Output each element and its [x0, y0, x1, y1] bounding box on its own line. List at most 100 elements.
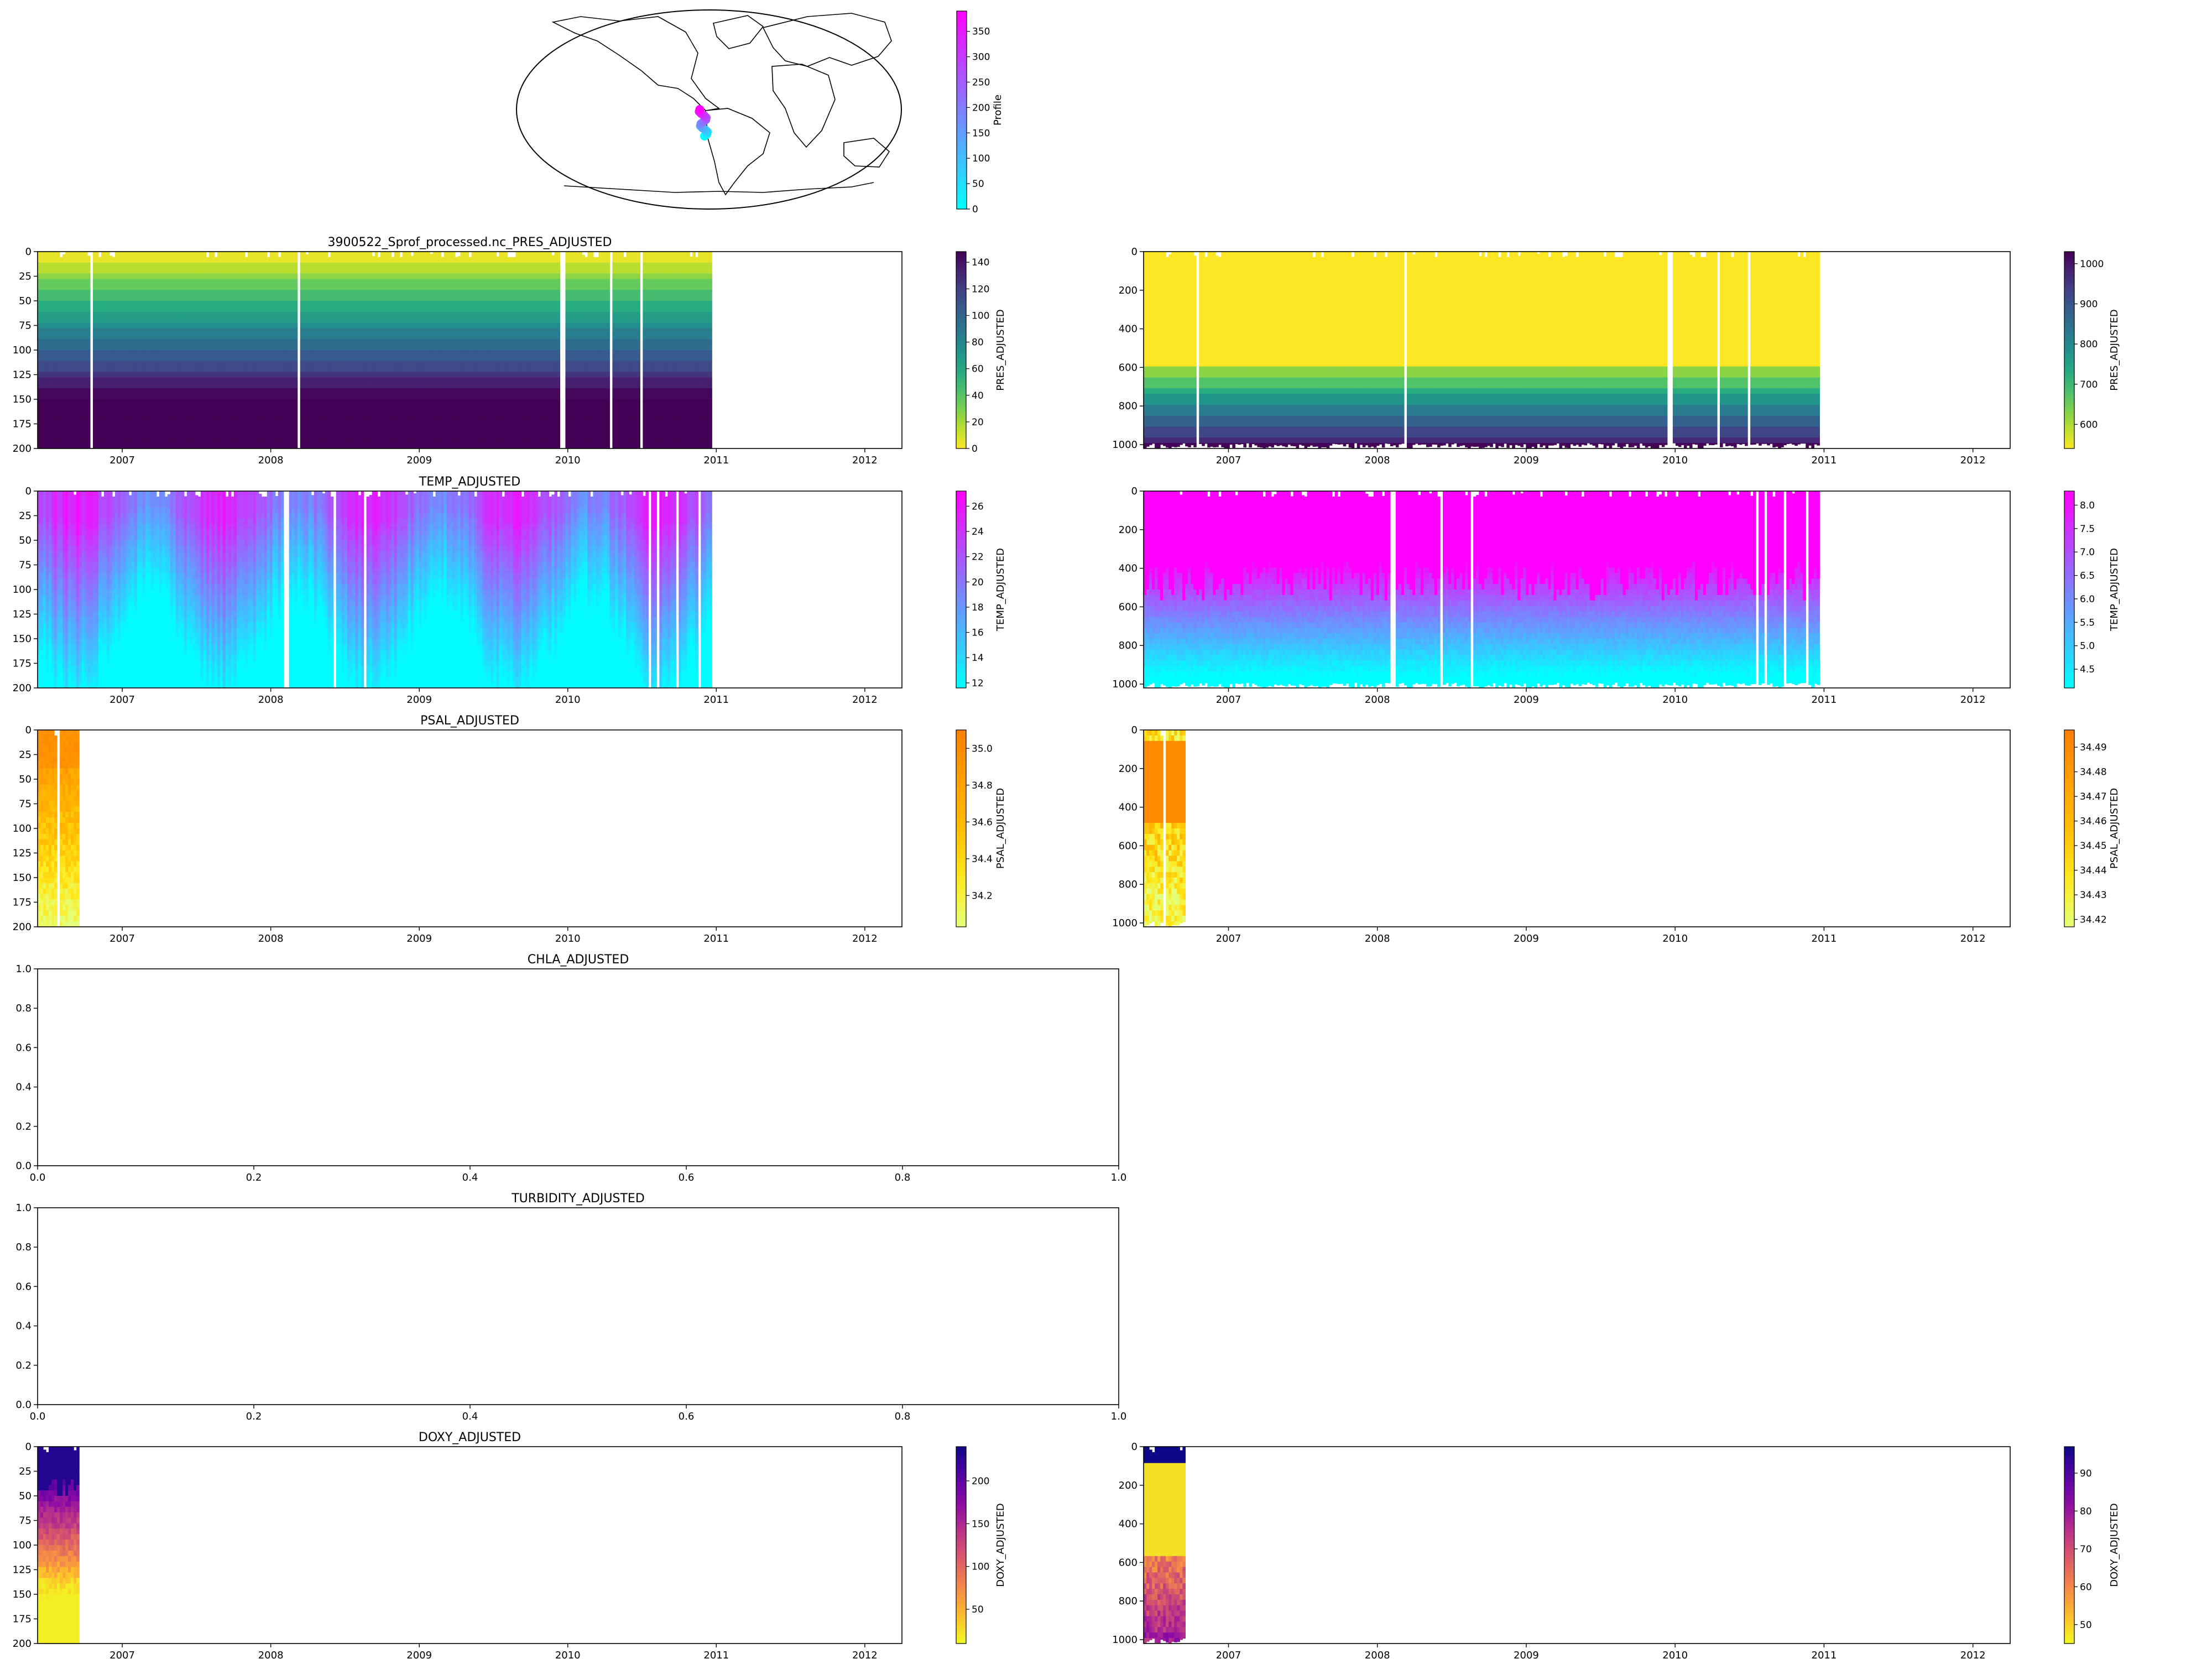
section-cell [206, 410, 210, 416]
section-cell [270, 328, 273, 333]
section-cell [217, 372, 221, 378]
section-cell [187, 328, 190, 333]
section-cell [62, 339, 66, 345]
section-cell [109, 372, 113, 378]
section-cell [367, 345, 370, 350]
section-cell [311, 312, 315, 317]
section-cell [358, 295, 362, 301]
section-cell [303, 356, 306, 361]
section-cell [151, 312, 154, 317]
section-cell [237, 405, 240, 410]
section-cell [333, 356, 337, 361]
section-cell [38, 356, 41, 361]
section-cell [85, 333, 88, 339]
section-cell [228, 388, 232, 394]
section-cell [380, 388, 384, 394]
section-cell [394, 367, 398, 372]
section-cell [60, 383, 63, 388]
section-cell [154, 295, 157, 301]
section-cell [112, 416, 116, 421]
section-cell [264, 301, 268, 306]
section-cell [278, 350, 281, 356]
section-cell [40, 274, 44, 279]
section-cell [165, 405, 168, 410]
section-cell [339, 361, 342, 367]
section-cell [187, 295, 190, 301]
section-cell [364, 323, 367, 328]
section-cell [228, 372, 232, 378]
section-cell [231, 383, 234, 388]
section-cell [336, 405, 340, 410]
section-cell [231, 268, 234, 274]
section-cell [179, 284, 182, 290]
section-cell [284, 323, 287, 328]
section-cell [416, 437, 420, 443]
section-cell [309, 312, 312, 317]
section-cell [101, 350, 105, 356]
section-cell [270, 377, 273, 383]
section-cell [228, 274, 232, 279]
section-cell [85, 361, 88, 367]
section-cell [145, 367, 149, 372]
section-cell [350, 416, 353, 421]
section-cell [422, 323, 425, 328]
section-cell [256, 350, 259, 356]
section-cell [231, 367, 234, 372]
section-cell [215, 274, 218, 279]
section-cell [411, 301, 414, 306]
section-cell [322, 383, 326, 388]
section-cell [339, 399, 342, 405]
section-cell [187, 416, 190, 421]
section-cell [231, 399, 234, 405]
section-cell [394, 394, 398, 399]
section-cell [184, 323, 187, 328]
section-cell [364, 301, 367, 306]
section-cell [375, 257, 378, 263]
section-cell [198, 284, 201, 290]
section-cell [333, 295, 337, 301]
section-cell [223, 257, 226, 263]
section-cell [372, 284, 375, 290]
section-cell [159, 252, 163, 257]
section-cell [170, 274, 174, 279]
section-cell [325, 405, 328, 410]
section-cell [405, 367, 409, 372]
section-cell [408, 339, 411, 345]
section-cell [342, 312, 345, 317]
section-cell [325, 268, 328, 274]
section-cell [198, 383, 201, 388]
section-cell [212, 405, 215, 410]
section-cell [378, 328, 381, 333]
section-cell [383, 405, 387, 410]
section-cell [118, 361, 121, 367]
section-cell [325, 432, 328, 437]
section-cell [400, 257, 403, 263]
section-cell [71, 263, 74, 268]
section-cell [380, 333, 384, 339]
section-cell [386, 328, 389, 333]
section-cell [248, 317, 251, 323]
section-cell [239, 257, 243, 263]
section-cell [309, 410, 312, 416]
section-cell [192, 290, 196, 295]
section-cell [170, 372, 174, 378]
section-cell [289, 284, 293, 290]
section-cell [65, 279, 69, 284]
section-cell [54, 372, 58, 378]
section-cell [356, 312, 359, 317]
section-cell [317, 388, 320, 394]
section-cell [408, 284, 411, 290]
section-cell [82, 333, 85, 339]
section-cell [242, 394, 246, 399]
section-cell [190, 377, 193, 383]
section-cell [383, 350, 387, 356]
section-cell [184, 372, 187, 378]
section-cell [347, 394, 351, 399]
section-cell [101, 437, 105, 443]
section-cell [215, 405, 218, 410]
section-cell [378, 383, 381, 388]
section-cell [181, 410, 185, 416]
section-cell [364, 312, 367, 317]
section-cell [134, 377, 138, 383]
section-cell [234, 345, 237, 350]
